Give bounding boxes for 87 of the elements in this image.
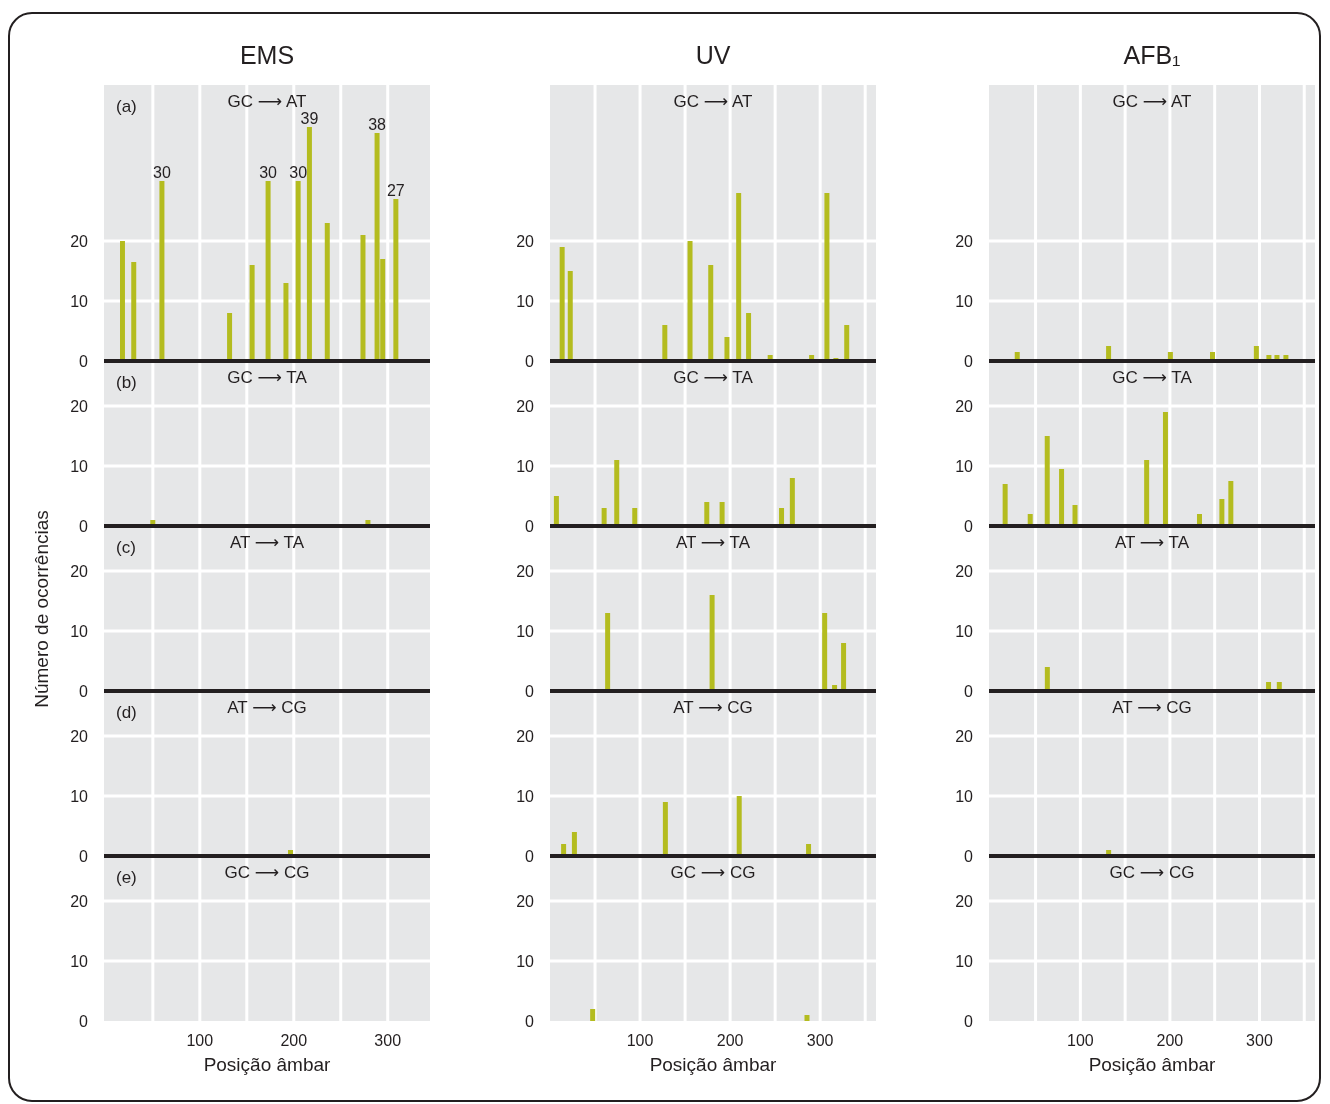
y-tick-label: 10 [70,787,89,805]
y-tick-label: 10 [516,622,535,640]
y-tick-label: 20 [955,397,974,415]
y-tick-label: 10 [955,457,974,475]
y-tick-label: 10 [955,787,974,805]
y-tick-label: 10 [516,292,535,310]
annotation: GC ⟶ TA [227,368,307,387]
annotation: AT ⟶ CG [672,698,754,718]
x-tick-label: 200 [716,1032,744,1050]
annotation: AT ⟶ CG [227,698,307,717]
annotation: GC ⟶ AT [1111,92,1193,112]
x-tick-label: 300 [1246,1032,1273,1050]
annotation: AT ⟶ TA [1113,533,1191,553]
data-label: 30 [289,164,308,181]
y-tick-label: 20 [516,397,535,415]
x-tick-label: 300 [806,1032,834,1050]
y-tick-label: 10 [70,952,89,970]
annotation: (c) [116,538,136,558]
y-tick-label: 10 [516,952,535,970]
y-tick-label: 0 [79,352,89,370]
y-tick-label: 0 [964,1012,974,1030]
annotation: GC ⟶ AT [227,92,307,111]
data-label: 38 [368,116,387,133]
y-tick-label: 20 [955,892,974,910]
y-tick-label: 10 [955,952,974,970]
y-tick-label: 20 [516,562,535,580]
annotation: AT ⟶ CG [1111,698,1193,718]
annotation: GC ⟶ CG [1108,863,1196,883]
y-tick-label: 0 [525,352,535,370]
y-tick-label: 0 [525,517,535,535]
data-label: 30 [259,164,278,181]
x-axis-title: Posição âmbar [649,1054,778,1075]
y-tick-label: 20 [70,727,89,745]
chart-title: AFB₁ [1122,40,1182,71]
x-tick-label: 100 [186,1032,214,1050]
annotation: GC ⟶ AT [672,92,754,112]
y-tick-label: 0 [79,1012,89,1030]
x-tick-label: 200 [1156,1032,1184,1050]
y-tick-label: 10 [70,622,89,640]
y-tick-label: 20 [70,892,89,910]
y-tick-label: 20 [516,232,535,250]
y-tick-label: 20 [70,232,89,250]
annotation: AT ⟶ TA [674,533,752,553]
data-label: 30 [153,164,171,181]
y-axis-title: Número de ocorrências [31,509,53,708]
chart-title: UV [694,40,732,71]
y-tick-label: 20 [955,562,974,580]
annotation: AT ⟶ TA [229,533,305,552]
y-tick-label: 20 [516,892,535,910]
y-tick-label: 0 [525,1012,535,1030]
annotation: GC ⟶ CG [224,863,310,882]
x-tick-label: 200 [280,1032,308,1050]
annotation: GC ⟶ TA [672,368,754,388]
y-tick-label: 20 [955,232,974,250]
y-tick-label: 0 [525,682,535,700]
y-tick-label: 10 [516,787,535,805]
x-tick-label: 100 [626,1032,654,1050]
x-tick-label: 100 [1067,1032,1094,1050]
y-tick-label: 10 [955,292,974,310]
y-tick-label: 10 [955,622,974,640]
y-tick-label: 0 [79,682,89,700]
data-label: 39 [300,110,319,127]
annotation: GC ⟶ CG [669,863,757,883]
y-tick-label: 20 [516,727,535,745]
chart-title: EMS [238,40,296,71]
y-tick-label: 10 [70,457,89,475]
x-axis-title: Posição âmbar [203,1054,332,1075]
annotation: (e) [116,868,137,888]
y-tick-label: 0 [79,847,89,865]
y-tick-label: 0 [964,682,974,700]
y-tick-label: 0 [79,517,89,535]
annotation: GC ⟶ TA [1111,368,1193,388]
y-tick-label: 0 [964,847,974,865]
y-tick-label: 0 [964,517,974,535]
annotation: (a) [116,97,137,117]
y-tick-label: 20 [955,727,974,745]
annotation: (d) [116,703,137,723]
x-tick-label: 300 [374,1032,402,1050]
y-tick-label: 0 [525,847,535,865]
data-label: 27 [386,182,405,199]
y-tick-label: 10 [516,457,535,475]
y-tick-label: 0 [964,352,974,370]
x-axis-title: Posição âmbar [1088,1054,1217,1075]
annotation: (b) [116,373,137,393]
y-tick-label: 20 [70,397,89,415]
y-tick-label: 10 [70,292,89,310]
y-tick-label: 20 [70,562,89,580]
